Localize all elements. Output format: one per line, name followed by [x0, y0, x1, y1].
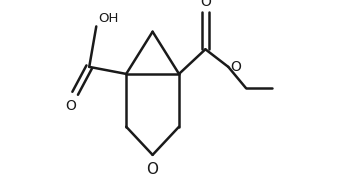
Text: O: O	[146, 162, 159, 176]
Text: OH: OH	[98, 12, 118, 25]
Text: O: O	[65, 99, 76, 113]
Text: O: O	[200, 0, 211, 9]
Text: O: O	[230, 60, 241, 74]
